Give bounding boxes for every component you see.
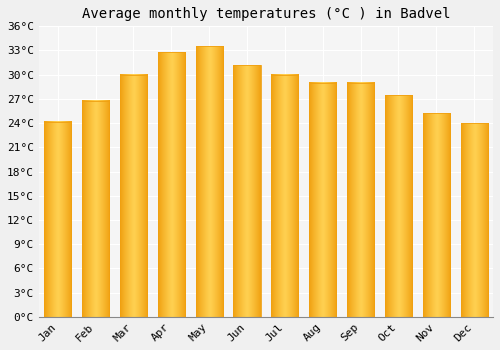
Bar — [271, 75, 298, 317]
Bar — [196, 47, 223, 317]
Bar — [347, 83, 374, 317]
Title: Average monthly temperatures (°C ) in Badvel: Average monthly temperatures (°C ) in Ba… — [82, 7, 450, 21]
Bar — [309, 83, 336, 317]
Bar — [234, 65, 260, 317]
Bar — [82, 100, 109, 317]
Bar — [158, 52, 185, 317]
Bar — [120, 75, 147, 317]
Bar — [460, 123, 488, 317]
Bar — [385, 95, 412, 317]
Bar — [44, 121, 72, 317]
Bar — [422, 113, 450, 317]
